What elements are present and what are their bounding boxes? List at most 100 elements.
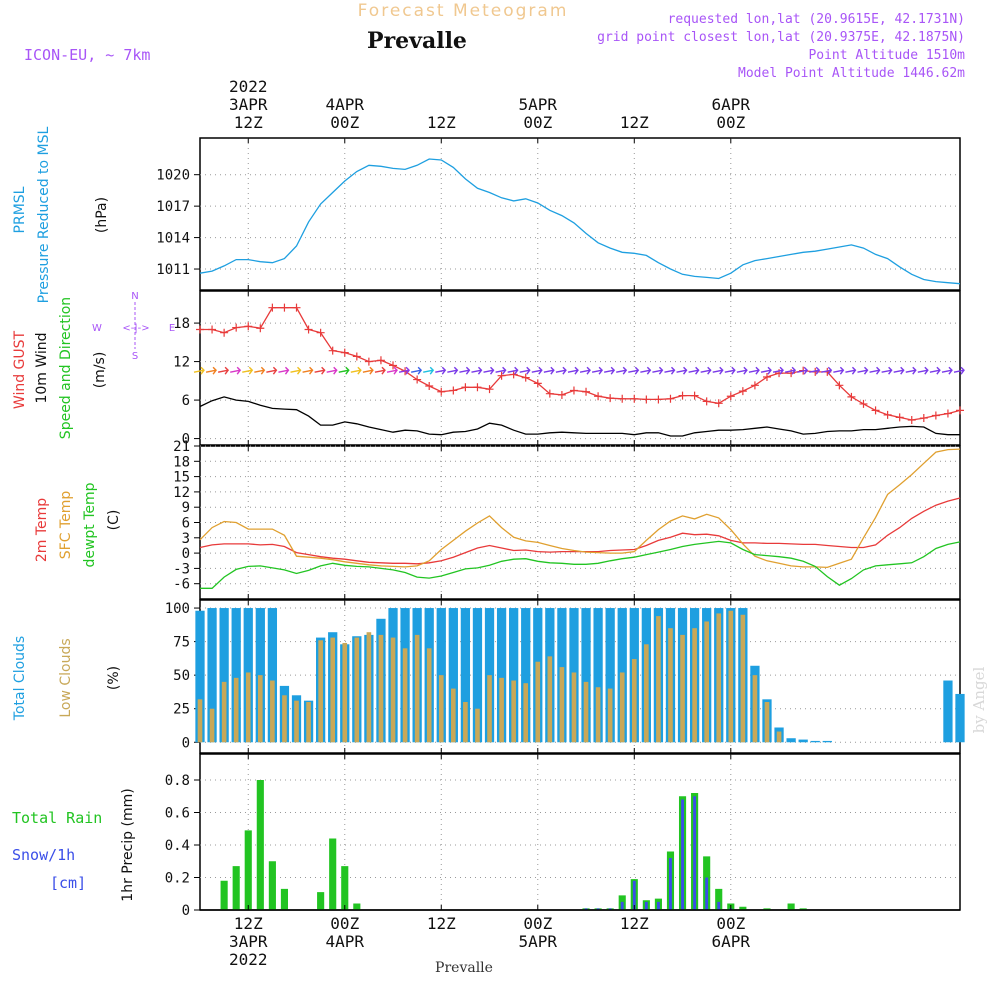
wind-arrow <box>591 366 604 375</box>
bar-low-clouds <box>716 613 722 743</box>
series-dewpt-temp <box>200 540 961 589</box>
bar-total-clouds <box>255 608 265 743</box>
wind-arrow <box>507 366 519 375</box>
y-tick-label: 18 <box>173 316 190 332</box>
y-tick-label: -3 <box>173 561 190 577</box>
bar-low-clouds <box>451 688 456 743</box>
bar-snow <box>644 901 648 910</box>
time-label-line: 12Z <box>234 914 263 933</box>
cloud-labels: Total Clouds Low Clouds (%) <box>12 636 122 721</box>
time-label-line: 4APR <box>325 932 364 951</box>
bar-snow <box>620 901 624 910</box>
gust-marker <box>569 386 578 395</box>
gust-marker <box>473 383 482 392</box>
prmsl-unit: (hPa) <box>94 197 110 233</box>
y-tick-label: 0 <box>182 903 190 919</box>
bar-snow <box>693 796 697 910</box>
wind-arrow <box>567 366 579 375</box>
bar-low-clouds <box>294 700 299 743</box>
bar-snow <box>656 901 660 910</box>
gust-marker <box>497 371 506 380</box>
y-tick-label: 1011 <box>156 262 190 278</box>
model-label: ICON-EU, ~ 7km <box>24 46 150 64</box>
bar-low-clouds <box>728 610 734 743</box>
gust-marker <box>280 303 289 312</box>
bar-total-clouds <box>822 740 832 743</box>
gust-marker <box>292 303 301 312</box>
wind-arrow <box>941 366 953 375</box>
gust-marker <box>702 397 711 406</box>
wind-arrow <box>411 366 423 375</box>
wind-arrow <box>435 366 447 375</box>
bar-low-clouds <box>776 731 782 743</box>
time-label-line: 3APR <box>229 932 268 951</box>
series-10m-wind <box>199 396 960 437</box>
bar-total-clouds <box>521 608 531 743</box>
bar-low-clouds <box>402 648 408 743</box>
bar-low-clouds <box>438 675 444 743</box>
bar-rain <box>329 838 337 910</box>
wind-arrow <box>302 366 314 375</box>
bar-low-clouds <box>511 680 516 743</box>
series-sfc-temp <box>199 448 961 569</box>
point-altitude: Point Altitude 1510m <box>808 48 965 63</box>
bar-low-clouds <box>656 616 661 743</box>
model-point-altitude: Model Point Altitude 1446.62m <box>738 66 965 81</box>
panel-frame <box>199 137 961 291</box>
gust-label: Wind GUST <box>12 330 28 409</box>
wind-arrow <box>869 366 881 375</box>
gust-marker <box>364 357 373 366</box>
gust-marker <box>690 391 699 400</box>
panels: 1011101410171020061218-6-303691215182102… <box>156 137 965 919</box>
gust-marker <box>895 413 904 422</box>
bar-low-clouds <box>197 699 203 743</box>
time-label-line: 00Z <box>523 113 552 132</box>
gust-marker <box>304 325 313 334</box>
product-title: Forecast Meteogram <box>358 1 569 21</box>
y-tick-label: 3 <box>182 531 190 547</box>
wind-arrow <box>760 366 772 375</box>
bar-total-clouds <box>231 608 241 743</box>
gust-marker <box>750 381 759 390</box>
temp-unit: (C) <box>106 510 122 531</box>
gust-marker <box>871 406 880 415</box>
wind-arrow <box>953 366 965 375</box>
bar-total-clouds <box>219 608 229 743</box>
clouds-unit: (%) <box>106 666 122 690</box>
wind-arrow <box>784 366 797 375</box>
series-wind-gust <box>200 307 961 421</box>
compass-n: N <box>131 291 138 302</box>
gust-marker <box>208 325 217 334</box>
bar-low-clouds <box>233 677 239 743</box>
wind-arrow <box>278 366 290 375</box>
bar-low-clouds <box>595 687 601 743</box>
y-tick-label: 12 <box>173 485 190 501</box>
location-title: Prevalle <box>367 28 467 54</box>
gust-marker <box>654 395 663 404</box>
gust-marker <box>907 415 916 424</box>
time-label-line: 00Z <box>716 914 745 933</box>
time-label-line: 00Z <box>716 113 745 132</box>
bar-low-clouds <box>571 672 577 743</box>
wind-arrow <box>857 366 869 375</box>
wind-arrow <box>640 366 652 375</box>
compass-rose: N W <-|-> E S <box>92 291 175 362</box>
bar-total-clouds <box>581 608 591 743</box>
bar-low-clouds <box>475 708 480 743</box>
time-label-line: 12Z <box>620 113 649 132</box>
y-tick-label: 0 <box>182 546 190 562</box>
wind-arrow <box>290 366 302 375</box>
wind-arrow <box>531 366 543 375</box>
time-label-line: 6APR <box>712 95 751 114</box>
wind-arrow <box>398 366 411 375</box>
panel-frame <box>199 599 961 754</box>
gust-marker <box>919 414 928 423</box>
wind-arrow <box>459 366 471 375</box>
bar-snow <box>681 799 684 910</box>
wind-arrow <box>483 366 495 375</box>
bar-low-clouds <box>282 695 287 743</box>
gust-marker <box>232 323 241 332</box>
bar-low-clouds <box>221 681 227 743</box>
precip-unit: 1hr Precip (mm) <box>120 788 136 901</box>
